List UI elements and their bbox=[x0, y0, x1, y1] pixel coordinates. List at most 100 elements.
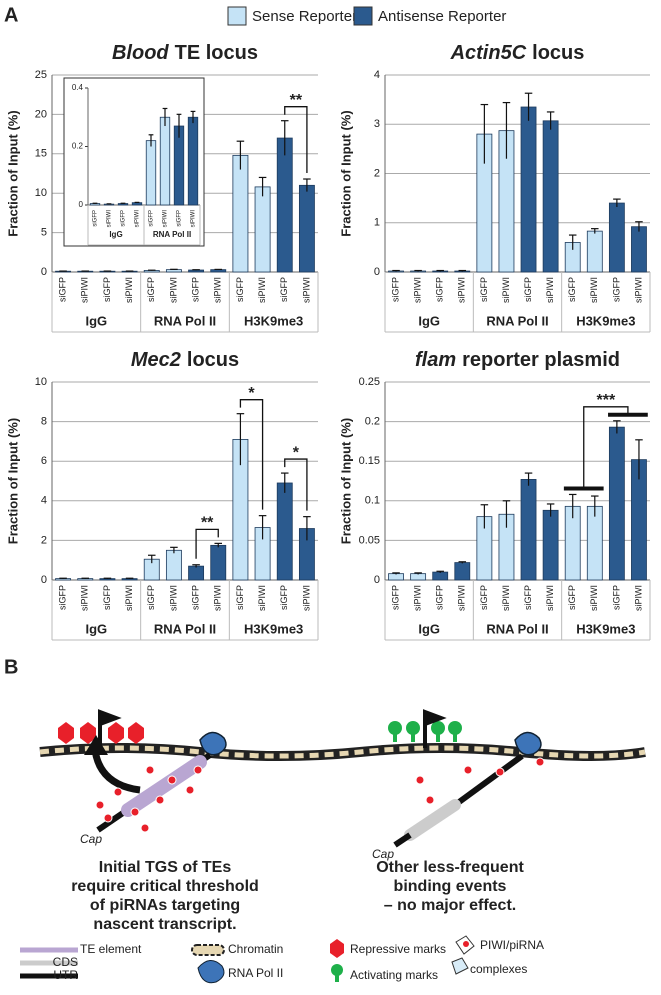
bar bbox=[165, 269, 182, 273]
significance-label: ** bbox=[290, 92, 303, 109]
y-tick-label: 5 bbox=[41, 227, 47, 239]
x-tick-label: siPIWI bbox=[301, 277, 311, 303]
legend-label: PIWI/piRNA bbox=[480, 938, 544, 952]
y-tick-label: 10 bbox=[35, 187, 47, 199]
bar bbox=[631, 226, 647, 273]
x-tick-label: siPIWI bbox=[413, 585, 423, 611]
y-tick-label: 1 bbox=[374, 217, 380, 229]
significance-label: *** bbox=[596, 392, 615, 409]
y-axis-label: Fraction of Input (%) bbox=[5, 418, 20, 544]
bar bbox=[586, 230, 603, 273]
caption: Initial TGS of TEs bbox=[99, 859, 232, 876]
bar bbox=[165, 549, 182, 581]
flag bbox=[423, 709, 447, 748]
bar bbox=[210, 544, 227, 581]
y-tick-label: 0 bbox=[374, 574, 380, 586]
panel-label: A bbox=[4, 4, 18, 26]
group-label: IgG bbox=[85, 313, 107, 328]
bar bbox=[542, 509, 559, 581]
group-label: H3K9me3 bbox=[576, 313, 635, 328]
rna-pol-ii bbox=[199, 731, 227, 756]
significance-bracket bbox=[284, 106, 308, 174]
chart-title-italic: Mec2 bbox=[131, 349, 181, 371]
significance-label: * bbox=[248, 385, 255, 402]
significance-bracket bbox=[195, 528, 219, 559]
group-label: IgG bbox=[85, 621, 107, 636]
x-tick-label: siGFP bbox=[190, 277, 200, 302]
x-tick-label: siGFP bbox=[102, 585, 112, 610]
chart-title-rest: locus bbox=[187, 349, 239, 371]
x-tick-label: siGFP bbox=[479, 585, 489, 610]
y-tick-label: 0.1 bbox=[365, 495, 380, 507]
caption: – no major effect. bbox=[384, 897, 516, 914]
x-tick-label: siGFP bbox=[146, 277, 156, 302]
x-tick-label: siGFP bbox=[102, 277, 112, 302]
caption: Other less-frequent bbox=[376, 859, 524, 876]
y-tick-label: 0 bbox=[79, 200, 84, 209]
x-tick-label: siGFP bbox=[177, 210, 183, 227]
bar bbox=[608, 426, 625, 581]
cds bbox=[404, 799, 461, 841]
x-tick-label: siPIWI bbox=[168, 277, 178, 303]
legend-swatch bbox=[330, 939, 344, 958]
legend-label: Activating marks bbox=[350, 968, 438, 982]
group-label: RNA Pol II bbox=[153, 230, 191, 239]
y-tick-label: 4 bbox=[374, 69, 380, 81]
x-tick-label: siPIWI bbox=[457, 585, 467, 611]
chart-title-rest: reporter plasmid bbox=[462, 349, 620, 371]
legend-label: complexes bbox=[470, 962, 527, 976]
x-tick-label: siPIWI bbox=[163, 210, 169, 228]
x-tick-label: siPIWI bbox=[545, 585, 555, 611]
y-tick-label: 10 bbox=[35, 376, 47, 388]
x-tick-label: siGFP bbox=[279, 277, 289, 302]
x-tick-label: siPIWI bbox=[80, 277, 90, 303]
x-tick-label: siGFP bbox=[390, 277, 400, 302]
x-tick-label: siPIWI bbox=[257, 585, 267, 611]
x-tick-label: siPIWI bbox=[301, 585, 311, 611]
y-tick-label: 0.25 bbox=[359, 376, 380, 388]
chart-title-italic: Actin5C bbox=[450, 42, 527, 64]
legend-label: Antisense Reporter bbox=[378, 8, 506, 25]
bar bbox=[187, 116, 199, 206]
x-tick-label: siPIWI bbox=[213, 277, 223, 303]
legend-swatch bbox=[197, 960, 225, 984]
chart-title: flam reporter plasmid bbox=[415, 349, 620, 371]
chart-title: Actin5C locus bbox=[450, 42, 585, 64]
bar bbox=[586, 505, 603, 581]
y-tick-label: 2 bbox=[374, 167, 380, 179]
panel-label: B bbox=[4, 656, 18, 678]
x-tick-label: siPIWI bbox=[257, 277, 267, 303]
group-label: IgG bbox=[418, 313, 440, 328]
legend-swatch bbox=[191, 944, 225, 956]
bar bbox=[173, 125, 185, 206]
y-tick-label: 6 bbox=[41, 455, 47, 467]
x-tick-label: siGFP bbox=[611, 585, 621, 610]
x-tick-label: siPIWI bbox=[633, 585, 643, 611]
x-tick-label: siGFP bbox=[567, 277, 577, 302]
significance-label: * bbox=[293, 444, 300, 461]
bar bbox=[188, 565, 205, 581]
bar bbox=[520, 106, 537, 273]
te-element bbox=[121, 755, 207, 817]
legend-label: CDS bbox=[53, 955, 78, 969]
bar bbox=[388, 573, 404, 581]
caption: of piRNAs targeting bbox=[90, 897, 240, 914]
group-label: RNA Pol II bbox=[154, 621, 216, 636]
y-tick-label: 2 bbox=[41, 534, 47, 546]
x-tick-label: siGFP bbox=[523, 277, 533, 302]
x-tick-label: siGFP bbox=[57, 585, 67, 610]
x-tick-label: siGFP bbox=[523, 585, 533, 610]
flag bbox=[98, 709, 122, 748]
y-tick-label: 3 bbox=[374, 118, 380, 130]
legend-label: Repressive marks bbox=[350, 942, 446, 956]
group-label: RNA Pol II bbox=[154, 313, 216, 328]
x-tick-label: siPIWI bbox=[124, 585, 134, 611]
cap-label: Cap bbox=[80, 832, 102, 846]
x-tick-label: siPIWI bbox=[213, 585, 223, 611]
x-tick-label: siGFP bbox=[121, 210, 127, 227]
chart-title-italic: Blood bbox=[112, 42, 169, 64]
chromatin bbox=[39, 745, 646, 759]
group-label: IgG bbox=[109, 230, 122, 239]
y-axis-label: Fraction of Input (%) bbox=[338, 110, 353, 236]
y-tick-label: 0.4 bbox=[72, 83, 84, 92]
